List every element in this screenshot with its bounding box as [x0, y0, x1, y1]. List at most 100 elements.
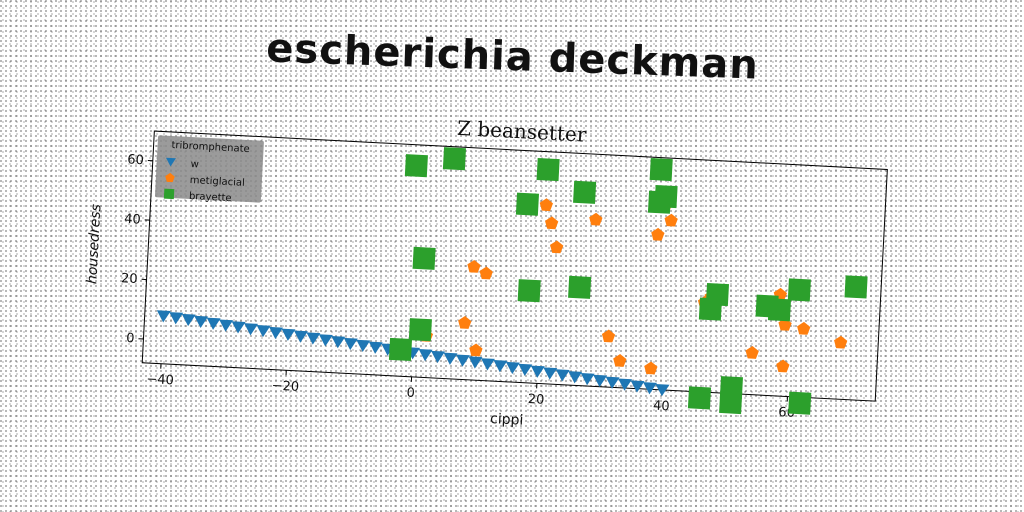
data-point — [356, 339, 371, 353]
series-brayette — [388, 147, 868, 415]
legend-label: brayette — [189, 191, 232, 204]
data-point — [169, 312, 184, 325]
data-point — [745, 346, 759, 359]
data-marks — [156, 147, 868, 415]
data-point — [443, 352, 458, 365]
data-point — [767, 298, 792, 322]
y-axis-label: housedress — [84, 204, 104, 285]
data-point — [550, 240, 564, 254]
data-point — [458, 316, 472, 329]
data-point — [368, 341, 383, 354]
data-point — [493, 360, 508, 373]
data-point — [431, 350, 446, 364]
y-tick-label: 60 — [127, 152, 144, 168]
data-point — [589, 212, 603, 226]
data-point — [194, 315, 209, 329]
data-point — [293, 330, 308, 343]
x-tick-label: −40 — [146, 372, 174, 388]
data-point — [456, 354, 471, 367]
data-point — [467, 259, 481, 273]
data-point — [649, 157, 673, 182]
data-point — [630, 380, 645, 393]
x-tick-label: 40 — [653, 399, 670, 415]
data-point — [568, 275, 592, 299]
data-point — [543, 367, 558, 380]
data-point — [408, 318, 432, 342]
data-point — [797, 321, 811, 335]
data-point — [219, 319, 234, 332]
data-point — [593, 374, 608, 388]
data-point — [256, 324, 271, 338]
data-point — [705, 283, 730, 307]
data-point — [517, 279, 541, 303]
y-tick-label: 0 — [126, 331, 135, 346]
data-point — [719, 390, 743, 415]
plot-area — [141, 130, 888, 402]
data-point — [480, 358, 495, 371]
data-point — [651, 227, 665, 241]
data-point — [834, 335, 848, 349]
data-point — [605, 376, 620, 389]
data-point — [601, 329, 616, 343]
data-point — [505, 361, 520, 375]
data-point — [388, 337, 413, 362]
data-point — [469, 343, 483, 357]
data-point — [643, 382, 658, 395]
data-point — [518, 363, 533, 376]
data-point — [788, 391, 812, 415]
data-point — [244, 323, 259, 336]
data-point — [536, 157, 560, 182]
legend-title: tribromphenate — [171, 140, 250, 155]
data-point — [618, 378, 633, 391]
legend-marker — [165, 157, 176, 167]
x-tick-label: 20 — [527, 392, 544, 408]
data-point — [479, 266, 493, 280]
data-point — [404, 154, 428, 178]
data-point — [787, 278, 811, 302]
data-point — [515, 192, 540, 216]
legend-label: metiglacial — [190, 175, 246, 189]
data-point — [555, 369, 570, 382]
data-point — [343, 337, 358, 351]
data-point — [539, 198, 554, 212]
data-point — [468, 356, 483, 369]
data-point — [231, 321, 246, 334]
data-point — [181, 313, 196, 327]
data-point — [664, 213, 678, 227]
data-point — [655, 384, 670, 397]
data-point — [580, 372, 595, 386]
data-point — [530, 365, 545, 378]
legend-box — [154, 135, 264, 203]
data-point — [331, 336, 346, 349]
data-point — [418, 348, 433, 362]
data-point — [269, 326, 283, 340]
data-point — [306, 332, 321, 345]
data-point — [573, 180, 597, 204]
data-point — [156, 310, 171, 323]
y-tick-label: 20 — [121, 271, 138, 287]
data-point — [776, 359, 790, 373]
data-point — [545, 216, 559, 230]
legend-marker — [165, 172, 175, 183]
x-tick-label: −20 — [271, 379, 299, 395]
legend-label: w — [190, 159, 199, 170]
y-tick-label: 40 — [124, 212, 141, 228]
legend: tribromphenate w metiglacial brayette — [154, 135, 264, 204]
data-point — [442, 147, 467, 171]
data-point — [613, 353, 627, 367]
legend-marker — [163, 188, 175, 200]
chart-title: Z beansetter — [457, 116, 588, 147]
data-point — [568, 371, 583, 384]
data-point — [206, 317, 221, 330]
data-point — [687, 386, 712, 410]
data-point — [644, 361, 658, 375]
data-point — [318, 334, 333, 347]
data-point — [281, 328, 296, 341]
x-axis-label: cippi — [490, 411, 524, 429]
x-tick-label: 0 — [406, 386, 415, 401]
data-point — [412, 246, 436, 270]
data-point — [654, 185, 678, 209]
data-point — [844, 275, 868, 299]
